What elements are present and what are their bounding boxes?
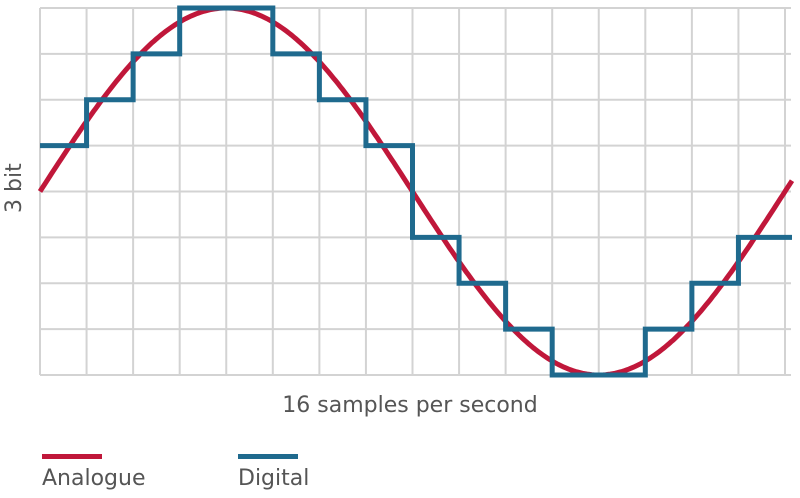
x-axis-label: 16 samples per second [282, 393, 538, 418]
grid [39, 7, 791, 376]
legend-swatch-digital [238, 454, 298, 459]
digital-series-line [40, 5, 792, 378]
analogue-series-line [37, 5, 795, 378]
chart [37, 5, 795, 378]
series-layer [37, 5, 795, 378]
legend-swatch-analogue [42, 454, 102, 459]
legend-label-digital: Digital [238, 466, 310, 491]
legend-label-analogue: Analogue [42, 466, 146, 491]
y-axis-label: 3 bit [2, 163, 27, 213]
